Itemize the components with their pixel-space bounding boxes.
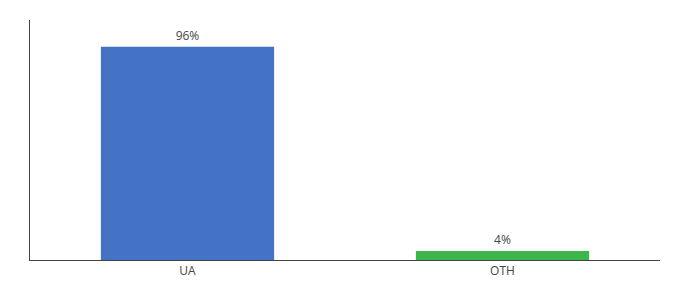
- svg-text:UA: UA: [179, 262, 196, 279]
- svg-text:4%: 4%: [494, 231, 511, 248]
- svg-text:96%: 96%: [176, 27, 200, 44]
- svg-text:OTH: OTH: [490, 262, 515, 279]
